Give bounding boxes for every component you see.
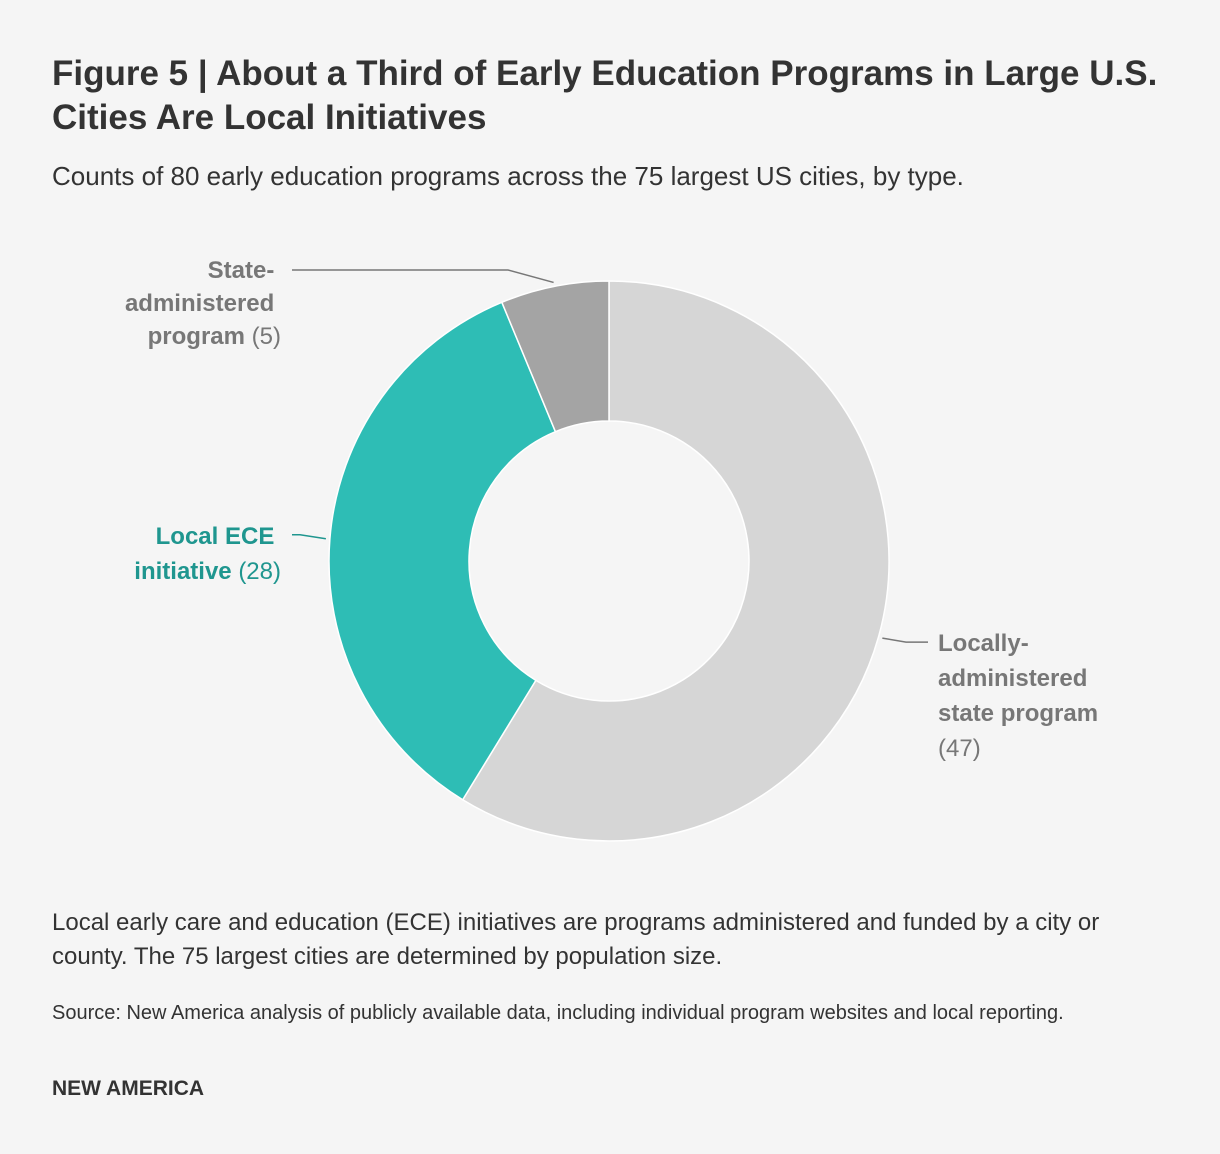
slice-value-label: (47) — [938, 735, 981, 762]
leader-line-0 — [882, 637, 928, 643]
slice-label-line: Local ECE — [156, 523, 275, 550]
donut-slice-2 — [500, 280, 610, 433]
chart-note: Local early care and education (ECE) ini… — [52, 909, 1100, 970]
chart-subtitle: Counts of 80 early education programs ac… — [52, 161, 964, 191]
slice-label-line: administered — [125, 290, 274, 317]
donut-slice-1 — [328, 301, 557, 801]
slice-label-line: State- — [208, 257, 275, 284]
chart-title: Figure 5 | About a Third of Early Educat… — [52, 54, 1158, 137]
slice-label-locally-administered: Locally- administered state program (47) — [938, 630, 1105, 762]
leader-line-2 — [292, 269, 554, 284]
slice-label-local-ece: Local ECE initiative (28) — [134, 523, 281, 585]
slice-label-line: initiative — [134, 558, 231, 585]
leader-lines — [292, 269, 928, 643]
chart-source: Source: New America analysis of publicly… — [52, 1002, 1064, 1024]
slice-label-line: administered — [938, 665, 1087, 692]
slice-value-label: (28) — [238, 558, 281, 585]
donut-slices — [328, 280, 890, 842]
leader-line-1 — [292, 533, 326, 540]
slice-label-state-administered: State- administered program (5) — [125, 257, 281, 350]
slice-label-line: program — [148, 323, 245, 350]
donut-slice-0 — [461, 280, 890, 842]
donut-chart: Locally- administered state program (47)… — [125, 257, 1105, 842]
slice-label-line: state program — [938, 700, 1098, 727]
brand-logo-text: NEW AMERICA — [52, 1077, 205, 1100]
slice-label-line: Locally- — [938, 630, 1029, 657]
slice-value-label: (5) — [252, 323, 281, 350]
